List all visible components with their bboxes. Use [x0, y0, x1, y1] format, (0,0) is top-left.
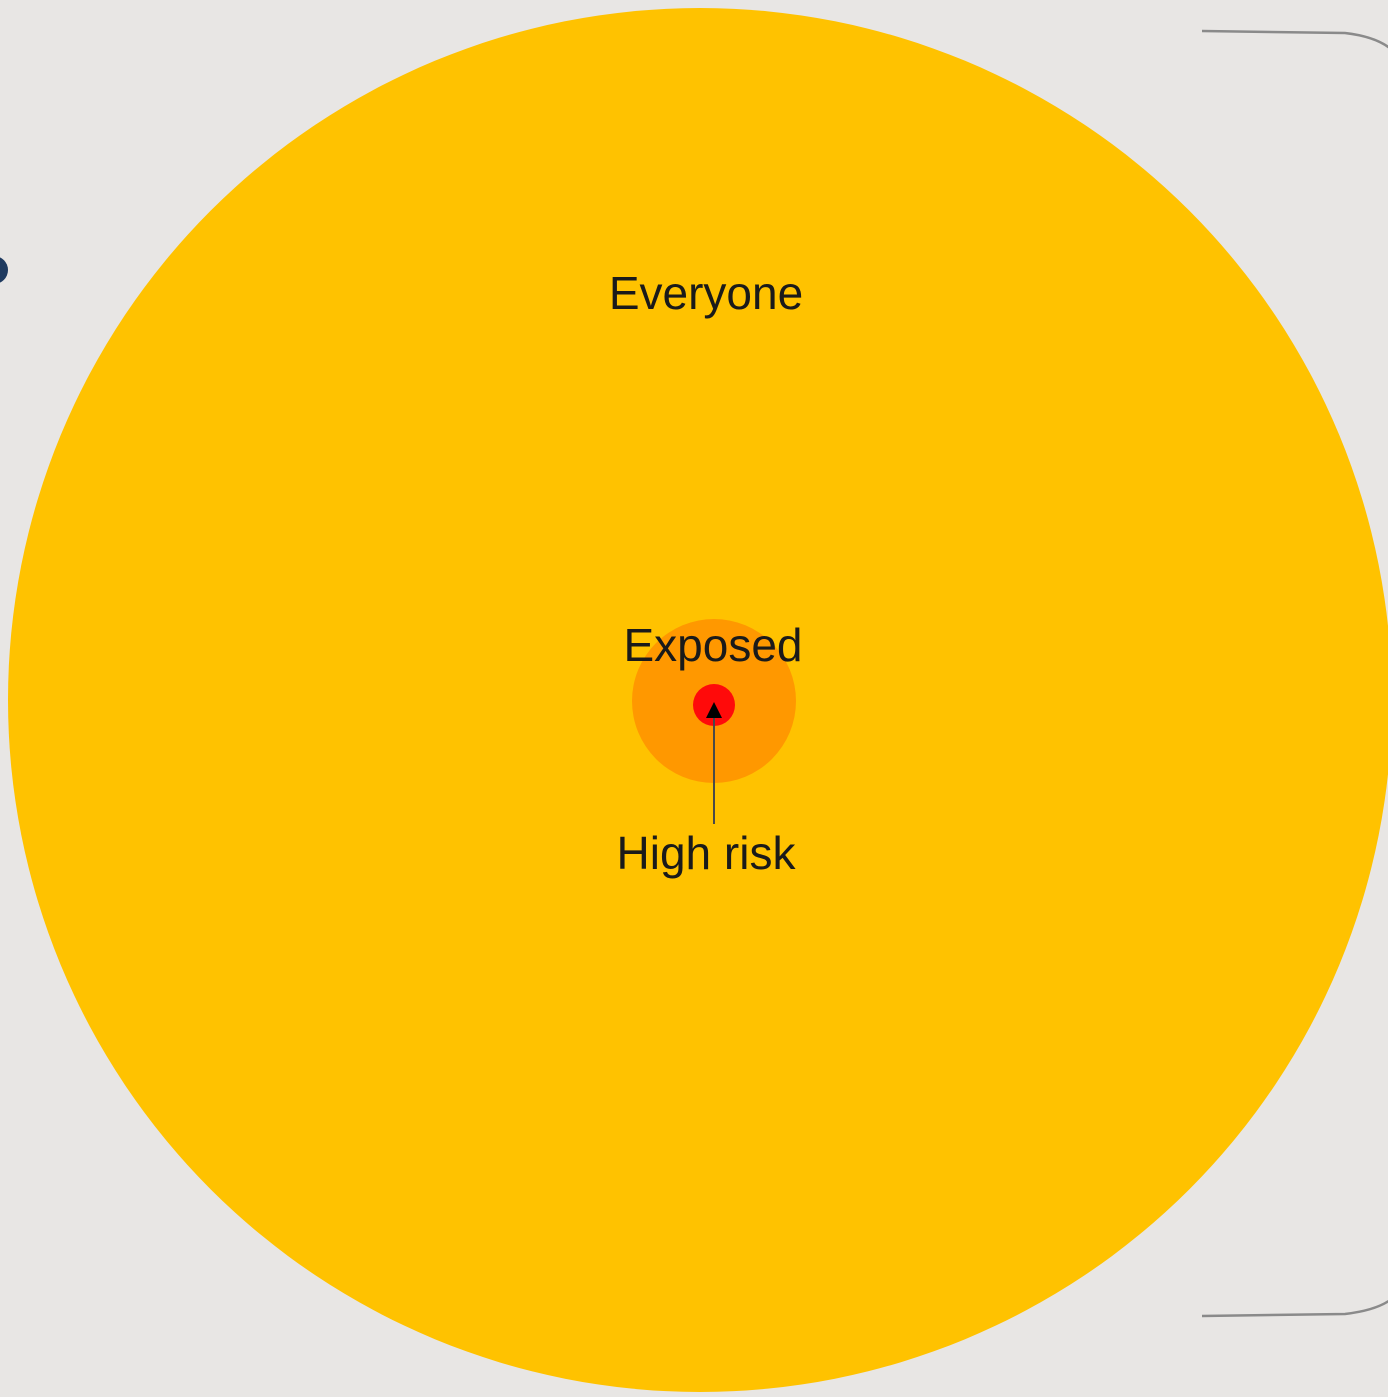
high-risk-label: High risk	[616, 827, 796, 879]
exposed-label: Exposed	[623, 619, 803, 671]
right-bracket	[1201, 29, 1388, 1318]
everyone-label: Everyone	[608, 267, 804, 319]
pointer-arrowhead	[706, 702, 722, 718]
edge-dot	[0, 257, 8, 283]
